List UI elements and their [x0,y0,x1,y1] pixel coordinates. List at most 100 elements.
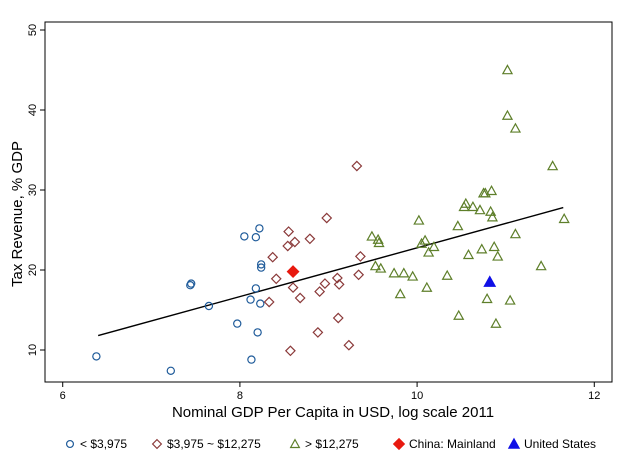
data-point [419,234,431,245]
legend-marker [65,439,75,449]
data-point [256,299,265,308]
data-point [492,250,504,261]
data-point [558,212,570,224]
legend-label: China: Mainland [409,437,496,451]
legend-marker [151,438,163,450]
plot-frame [44,21,613,383]
data-point [287,282,299,294]
y-tick-label: 40 [27,104,39,116]
series-1 [263,160,366,357]
data-point [289,236,301,248]
x-tick-label: 12 [588,390,600,402]
data-point [413,214,425,225]
data-point [509,228,522,239]
series-4 [483,275,497,287]
x-tick-label: 10 [411,390,423,402]
data-point [476,243,488,254]
fit-line [97,206,564,337]
series-3 [286,265,300,279]
data-point [304,233,316,245]
data-point [428,240,440,252]
data-point [263,296,275,308]
data-point [453,309,465,320]
data-point [407,270,419,281]
x-tick-label: 8 [237,390,243,402]
data-point [415,237,428,248]
data-point [284,345,296,357]
legend-marker [289,438,301,449]
data-point [375,262,387,273]
data-point [369,260,382,271]
data-point [394,288,406,299]
data-point [351,160,363,172]
series-0 [92,224,266,375]
series-2 [366,64,570,328]
data-point [312,326,324,338]
data-point [490,317,502,328]
data-point [452,220,464,231]
data-point [166,366,176,375]
data-point [253,328,262,337]
data-point [282,240,294,252]
data-point [186,279,196,288]
legend-label: > $12,275 [305,437,359,451]
data-point [398,267,410,278]
data-point [421,281,433,292]
y-tick-label: 50 [27,24,39,36]
data-point [462,248,475,260]
y-tick-label: 20 [27,264,39,276]
data-point [501,109,514,120]
data-point [247,355,256,364]
data-point [251,284,261,293]
data-point [488,240,500,252]
x-axis-title: Nominal GDP Per Capita in USD, log scale… [172,404,494,421]
y-tick-label: 30 [27,184,39,196]
data-point [286,265,300,279]
data-point [343,339,355,351]
data-point [267,251,279,263]
data-point [441,269,453,280]
data-point [373,236,385,248]
data-point [486,211,499,222]
data-point [366,230,378,241]
data-point [321,212,333,224]
data-point [485,184,498,196]
legend-label: $3,975 ~ $12,275 [167,437,261,451]
legend-marker [392,437,406,451]
data-point [547,160,559,171]
data-point [474,204,486,215]
legend: < $3,975 $3,975 ~ $12,275 > $12,275 China: … [65,437,596,451]
data-point [535,260,547,271]
data-point [270,273,282,285]
data-point [504,294,516,305]
legend-label: < $3,975 [80,437,127,451]
data-point [294,292,306,304]
data-point [501,64,514,75]
data-point [483,275,497,287]
data-point [256,263,266,272]
legend-marker [507,437,521,449]
data-point [251,232,261,242]
legend-label: United States [524,437,596,451]
data-point [388,267,400,278]
data-point [331,272,343,284]
plot-area: 6 8 10 12 10 20 30 40 50 [27,21,613,402]
data-point [256,260,266,269]
data-point [353,269,365,281]
y-tick-label: 10 [27,344,39,356]
data-point [422,246,435,257]
data-point [372,233,384,244]
data-point [283,226,295,238]
data-point [509,122,522,133]
data-point [319,278,331,290]
data-point [204,301,214,311]
data-point [467,200,479,212]
y-axis-title: Tax Revenue, % GDP [9,141,26,287]
data-point [332,312,344,324]
data-point [314,286,326,298]
data-point [233,319,242,328]
data-point [460,197,472,208]
data-point [481,292,493,304]
